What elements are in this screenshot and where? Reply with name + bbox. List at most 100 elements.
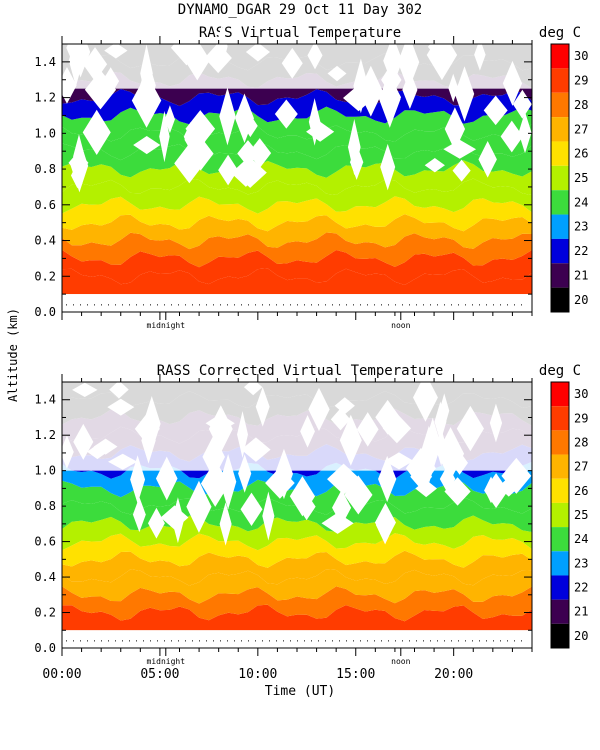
y-tick-label: 0.8: [34, 162, 56, 176]
y-tick-label: 1.0: [34, 126, 56, 140]
upper-gap-region: [62, 382, 532, 471]
colorbar-tick-label: 25: [574, 508, 588, 522]
colorbar-swatch: [551, 190, 569, 215]
noon-label: noon: [391, 657, 410, 666]
y-tick-label: 0.2: [34, 269, 56, 283]
midnight-label: midnight: [147, 321, 186, 330]
y-axis-label: Altitude (km): [6, 308, 20, 402]
missing-data-gap: [518, 111, 532, 154]
x-tick-label: 10:00: [238, 667, 277, 682]
axes: midnight noon 0.0 0.2 0.4 0.6 0.8 1.0 1.2 1.4: [34, 36, 533, 330]
missing-data-gap: [242, 114, 258, 138]
missing-data-gap: [347, 119, 361, 176]
colorbar-tick-label: 30: [574, 387, 588, 401]
colorbar-swatch: [551, 599, 569, 624]
missing-data-gap: [327, 463, 361, 495]
missing-data-gap: [380, 143, 396, 191]
missing-data-gap: [478, 141, 497, 178]
missing-data-gap: [484, 476, 498, 504]
missing-data-gap: [240, 492, 263, 527]
colorbar-tick-label: 25: [574, 171, 588, 185]
missing-data-gap: [231, 159, 261, 187]
colorbar-tick-label: 22: [574, 581, 588, 595]
colorbar-swatch: [551, 551, 569, 576]
colorbar-swatch: [551, 430, 569, 455]
colorbar-swatch: [551, 68, 569, 93]
x-tick-label: 00:00: [42, 667, 81, 682]
temperature-band: [62, 89, 532, 125]
temperature-band: [62, 178, 532, 214]
colorbar-tick-label: 29: [574, 74, 588, 88]
colorbar-tick-label: 28: [574, 98, 588, 112]
missing-data-gap: [237, 140, 259, 167]
temperature-band: [62, 550, 532, 586]
colorbar-tick-label: 22: [574, 244, 588, 258]
y-tick-label: 1.4: [34, 55, 56, 69]
missing-data-gap: [483, 95, 508, 126]
x-axis-label: Time (UT): [265, 684, 335, 699]
colorbar-swatch: [551, 454, 569, 479]
missing-data-gap: [82, 109, 111, 156]
panel-title: RASS Virtual Temperature: [199, 25, 401, 41]
colorbar-tick-label: 26: [574, 147, 588, 161]
temperature-band: [62, 249, 532, 285]
heatmap-field: [57, 23, 532, 312]
missing-data-gap: [344, 475, 373, 515]
heatmap-field: [60, 373, 532, 648]
colorbar-tick-label: 23: [574, 556, 588, 570]
missing-data-gap: [130, 455, 146, 504]
no-data-region: [62, 294, 532, 312]
missing-data-gap: [444, 477, 471, 506]
missing-data-gap: [439, 464, 456, 494]
temperature-band: [62, 214, 532, 250]
missing-data-gap: [147, 507, 165, 539]
missing-data-gap: [308, 98, 321, 146]
colorbar-tick-label: 24: [574, 532, 588, 546]
missing-data-gap: [187, 136, 214, 171]
missing-data-gap: [306, 121, 335, 142]
colorbar-swatch: [551, 478, 569, 503]
panel-corrected-virtual-temperature: RASS Corrected Virtual Temperature deg C…: [34, 363, 588, 682]
missing-data-gap: [321, 512, 354, 534]
missing-data-gap: [500, 120, 523, 153]
missing-data-gap: [219, 502, 232, 546]
colorbar-swatch: [551, 575, 569, 600]
missing-data-gap: [132, 496, 146, 533]
missing-data-gap: [159, 110, 170, 163]
colorbar-tick-label: 29: [574, 411, 588, 425]
colorbar-swatch: [551, 214, 569, 239]
colorbar-swatch: [551, 263, 569, 288]
colorbar-swatch: [551, 406, 569, 431]
missing-data-gap: [70, 139, 89, 193]
y-tick-label: 0.0: [34, 305, 56, 319]
colorbar-frame: [550, 43, 570, 313]
temperature-band: [62, 268, 532, 295]
temperature-band: [62, 569, 532, 604]
x-tick-label: 20:00: [434, 667, 473, 682]
y-tick-label: 1.2: [34, 428, 56, 442]
missing-data-gap: [274, 99, 298, 129]
colorbar-swatch: [551, 287, 569, 312]
missing-data-gap: [512, 89, 532, 119]
x-tick-label: 15:00: [336, 667, 375, 682]
missing-data-gap: [184, 121, 207, 159]
colorbar-swatch: [551, 165, 569, 191]
colorbar-tick-label: 27: [574, 122, 588, 136]
x-tick-label: 05:00: [140, 667, 179, 682]
no-data-region: [62, 630, 532, 648]
y-tick-label: 0.4: [34, 234, 56, 248]
colorbar-swatch: [551, 141, 569, 166]
colorbar-frame: [550, 381, 570, 649]
panel-title: RASS Corrected Virtual Temperature: [157, 363, 444, 379]
colorbar-swatch: [551, 238, 569, 264]
colorbar-tick-label: 23: [574, 220, 588, 234]
y-tick-label: 1.4: [34, 393, 56, 407]
missing-data-gap: [185, 110, 216, 148]
colorbar-tick-label: 24: [574, 195, 588, 209]
missing-data-gap: [444, 107, 466, 151]
y-tick-label: 1.0: [34, 464, 56, 478]
colorbar-swatch: [551, 44, 569, 69]
colorbar-units: deg C: [539, 363, 581, 379]
colorbar-tick-label: 20: [574, 293, 588, 307]
colorbar-units: deg C: [539, 25, 581, 41]
